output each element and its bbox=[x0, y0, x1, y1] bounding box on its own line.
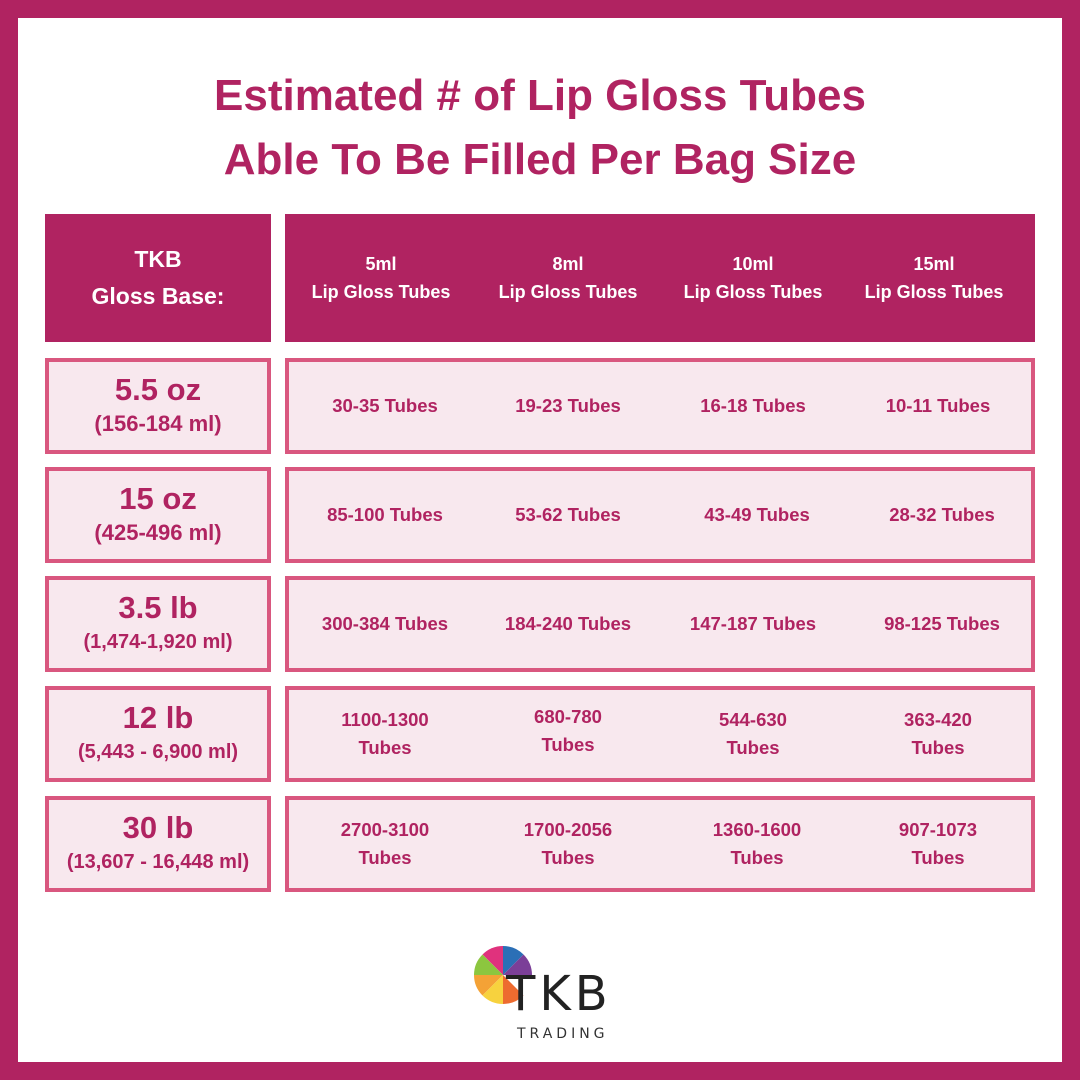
row-volume-label: (13,607 - 16,448 ml) bbox=[66, 851, 250, 873]
value-cell-5ml: 300-384 Tubes bbox=[295, 580, 475, 668]
header-base-label-line-2: Gloss Base: bbox=[91, 283, 225, 309]
cell-line: 1100-1300 bbox=[341, 709, 429, 730]
cell-line: Tubes bbox=[358, 737, 412, 758]
cell-line: 16-18 Tubes bbox=[700, 395, 806, 416]
header-base-label: TKB Gloss Base: bbox=[45, 214, 271, 342]
value-cell-15ml: 98-125 Tubes bbox=[852, 580, 1032, 668]
value-cell-5ml: 30-35 Tubes bbox=[295, 362, 475, 450]
value-cell-5ml: 85-100 Tubes bbox=[295, 471, 475, 559]
cell-line: Tubes bbox=[911, 847, 965, 868]
value-cell-15ml: 10-11 Tubes bbox=[848, 362, 1028, 450]
row-values-12-lb: 1100-1300 Tubes 680-780 Tubes 544-630 Tubes… bbox=[285, 686, 1035, 782]
value-cell-10ml: 43-49 Tubes bbox=[667, 471, 847, 559]
cell-line: 1360-1600 bbox=[712, 819, 802, 840]
value-cell-8ml: 1700-2056 Tubes bbox=[478, 800, 658, 888]
value-cell-8ml: 19-23 Tubes bbox=[478, 362, 658, 450]
value-cell-15ml: 363-420 Tubes bbox=[848, 690, 1028, 778]
header-column-8ml: 8ml Lip Gloss Tubes bbox=[473, 250, 663, 306]
row-values-3-5-lb: 300-384 Tubes 184-240 Tubes 147-187 Tube… bbox=[285, 576, 1035, 672]
cell-line: 98-125 Tubes bbox=[884, 613, 1000, 634]
cell-line: Tubes bbox=[358, 847, 412, 868]
header-column-10ml: 10ml Lip Gloss Tubes bbox=[658, 250, 848, 306]
cell-line: 680-780 bbox=[534, 706, 602, 727]
header-base-label-line-1: TKB bbox=[134, 246, 182, 272]
row-values-30-lb: 2700-3100 Tubes 1700-2056 Tubes 1360-1600 T… bbox=[285, 796, 1035, 892]
row-volume-label: (1,474-1,920 ml) bbox=[83, 631, 233, 653]
row-values-5-5-oz: 30-35 Tubes 19-23 Tubes 16-18 Tubes 10-1… bbox=[285, 358, 1035, 454]
header-column-label: Lip Gloss Tubes bbox=[311, 282, 451, 302]
row-size-5-5-oz: 5.5 oz (156-184 ml) bbox=[45, 358, 271, 454]
cell-line: Tubes bbox=[730, 847, 784, 868]
logo-wordmark: TKB bbox=[506, 966, 612, 1022]
tkb-logo-icon bbox=[474, 946, 532, 1004]
cell-line: 19-23 Tubes bbox=[515, 395, 621, 416]
row-volume-label: (425-496 ml) bbox=[94, 520, 222, 545]
cell-line: Tubes bbox=[541, 734, 595, 755]
cell-line: 43-49 Tubes bbox=[704, 504, 810, 525]
cell-line: Tubes bbox=[911, 737, 965, 758]
page-title-line-1: Estimated # of Lip Gloss Tubes bbox=[214, 71, 866, 120]
row-size-12-lb: 12 lb (5,443 - 6,900 ml) bbox=[45, 686, 271, 782]
header-column-size: 8ml bbox=[552, 254, 584, 274]
header-column-size: 5ml bbox=[365, 254, 397, 274]
row-volume-label: (156-184 ml) bbox=[94, 411, 222, 436]
value-cell-8ml: 53-62 Tubes bbox=[478, 471, 658, 559]
cell-line: 28-32 Tubes bbox=[889, 504, 995, 525]
value-cell-5ml: 2700-3100 Tubes bbox=[295, 800, 475, 888]
row-size-label: 5.5 oz bbox=[114, 372, 202, 407]
header-column-size: 15ml bbox=[913, 254, 955, 274]
header-column-label: Lip Gloss Tubes bbox=[864, 282, 1004, 302]
page-title-line-2: Able To Be Filled Per Bag Size bbox=[223, 135, 857, 184]
cell-line: 30-35 Tubes bbox=[332, 395, 438, 416]
cell-line: 10-11 Tubes bbox=[885, 395, 991, 416]
row-values-15-oz: 85-100 Tubes 53-62 Tubes 43-49 Tubes 28-… bbox=[285, 467, 1035, 563]
cell-line: Tubes bbox=[541, 847, 595, 868]
value-cell-10ml: 147-187 Tubes bbox=[663, 580, 843, 668]
header-tube-sizes: 5ml Lip Gloss Tubes 8ml Lip Gloss Tubes … bbox=[285, 214, 1035, 342]
header-column-size: 10ml bbox=[732, 254, 774, 274]
cell-line: 85-100 Tubes bbox=[327, 504, 443, 525]
cell-line: 907-1073 bbox=[898, 819, 978, 840]
cell-line: 184-240 Tubes bbox=[504, 613, 632, 634]
row-size-label: 12 lb bbox=[122, 700, 194, 735]
value-cell-8ml: 680-780 Tubes bbox=[478, 687, 658, 775]
cell-line: 544-630 bbox=[719, 709, 787, 730]
row-size-label: 3.5 lb bbox=[118, 590, 198, 625]
cell-line: 2700-3100 bbox=[340, 819, 430, 840]
header-column-label: Lip Gloss Tubes bbox=[683, 282, 823, 302]
header-column-label: Lip Gloss Tubes bbox=[498, 282, 638, 302]
value-cell-5ml: 1100-1300 Tubes bbox=[295, 690, 475, 778]
value-cell-8ml: 184-240 Tubes bbox=[478, 580, 658, 668]
row-size-30-lb: 30 lb (13,607 - 16,448 ml) bbox=[45, 796, 271, 892]
value-cell-15ml: 28-32 Tubes bbox=[852, 471, 1032, 559]
row-size-label: 30 lb bbox=[122, 810, 194, 845]
row-volume-label: (5,443 - 6,900 ml) bbox=[77, 741, 239, 763]
row-size-3-5-lb: 3.5 lb (1,474-1,920 ml) bbox=[45, 576, 271, 672]
value-cell-10ml: 544-630 Tubes bbox=[663, 690, 843, 778]
value-cell-10ml: 16-18 Tubes bbox=[663, 362, 843, 450]
cell-line: 1700-2056 bbox=[523, 819, 613, 840]
cell-line: 147-187 Tubes bbox=[689, 613, 817, 634]
value-cell-15ml: 907-1073 Tubes bbox=[848, 800, 1028, 888]
logo-subtitle: TRADING bbox=[517, 1026, 609, 1042]
cell-line: 300-384 Tubes bbox=[321, 613, 449, 634]
cell-line: 363-420 bbox=[904, 709, 972, 730]
value-cell-10ml: 1360-1600 Tubes bbox=[667, 800, 847, 888]
header-column-15ml: 15ml Lip Gloss Tubes bbox=[839, 250, 1029, 306]
cell-line: Tubes bbox=[726, 737, 780, 758]
cell-line: 53-62 Tubes bbox=[515, 504, 621, 525]
row-size-15-oz: 15 oz (425-496 ml) bbox=[45, 467, 271, 563]
header-column-5ml: 5ml Lip Gloss Tubes bbox=[286, 250, 476, 306]
row-size-label: 15 oz bbox=[119, 481, 197, 516]
